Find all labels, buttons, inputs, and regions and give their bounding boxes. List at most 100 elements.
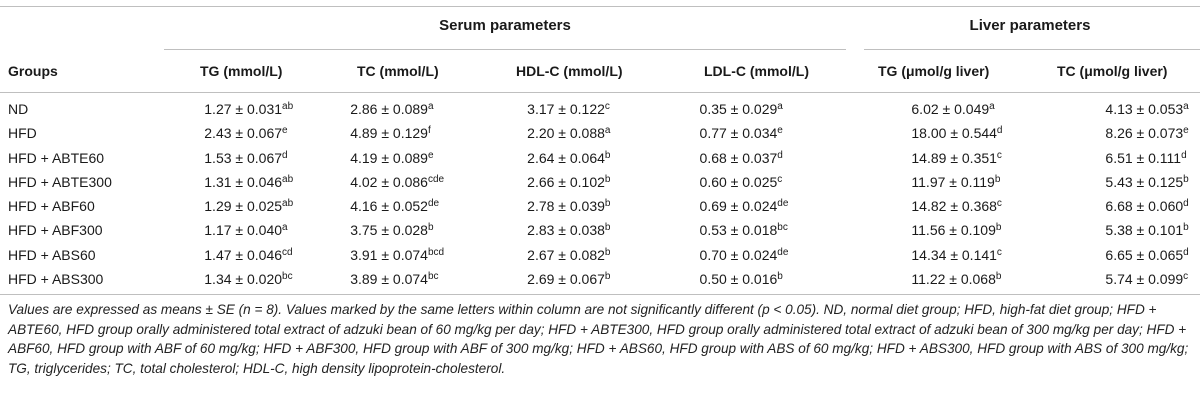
value-cell: 0.68 ± 0.037d	[652, 146, 844, 170]
significance-letters: e	[777, 125, 783, 137]
bottom-rule	[0, 294, 1200, 295]
value-cell: 4.89 ± 0.129f	[294, 121, 471, 145]
mean-se-value: 0.70 ± 0.024	[699, 246, 778, 263]
value-cell: 0.53 ± 0.018bc	[652, 218, 844, 242]
significance-letters: b	[777, 270, 783, 282]
value-cell: 14.82 ± 0.368c	[843, 194, 1027, 218]
value-cell: 2.66 ± 0.102b	[471, 170, 651, 194]
table-row: HFD + ABS60 1.47 ± 0.046cd 3.91 ± 0.074bcd…	[0, 243, 1200, 267]
significance-letters: d	[1181, 149, 1187, 161]
col-liver-tg: TG (μmol/g liver)	[878, 63, 990, 79]
table-row: HFD + ABTE300 1.31 ± 0.046ab 4.02 ± 0.086c…	[0, 170, 1200, 194]
significance-letters: a	[427, 101, 434, 113]
serum-parameters-header: Serum parameters	[439, 17, 571, 34]
mean-se-value: 2.43 ± 0.067	[204, 125, 283, 142]
significance-letters: bc	[777, 222, 788, 234]
mean-se-value: 6.65 ± 0.065	[1105, 246, 1184, 263]
mean-se-value: 0.69 ± 0.024	[699, 198, 778, 215]
value-cell: 8.26 ± 0.073e	[1027, 121, 1200, 145]
value-cell: 1.53 ± 0.067d	[156, 146, 294, 170]
mean-se-value: 0.50 ± 0.016	[699, 270, 778, 287]
significance-letters: ab	[282, 101, 294, 113]
mean-se-value: 11.97 ± 0.119	[911, 173, 995, 190]
mean-se-value: 14.82 ± 0.368	[911, 198, 997, 215]
value-cell: 4.16 ± 0.052de	[294, 194, 471, 218]
value-cell: 5.74 ± 0.099c	[1027, 267, 1200, 291]
table-row: HFD + ABTE60 1.53 ± 0.067d 4.19 ± 0.089e 2.…	[0, 146, 1200, 170]
significance-letters: d	[777, 149, 783, 161]
significance-letters: cd	[282, 246, 293, 258]
value-cell: 4.19 ± 0.089e	[294, 146, 471, 170]
value-cell: 6.02 ± 0.049a	[843, 97, 1027, 121]
significance-letters: d	[996, 125, 1003, 137]
significance-letters: a	[282, 222, 288, 234]
mean-se-value: 2.66 ± 0.102	[527, 173, 605, 190]
value-cell: 11.56 ± 0.109b	[843, 218, 1027, 242]
significance-letters: d	[1183, 198, 1189, 210]
significance-letters: ab	[282, 198, 294, 210]
table-row: HFD 2.43 ± 0.067e 4.89 ± 0.129f 2.20 ± 0.08…	[0, 121, 1200, 145]
significance-letters: e	[427, 149, 434, 161]
significance-letters: f	[427, 125, 431, 137]
mean-se-value: 2.83 ± 0.038	[527, 222, 605, 239]
mean-se-value: 5.38 ± 0.101	[1105, 222, 1184, 239]
value-cell: 1.47 ± 0.046cd	[156, 243, 294, 267]
table-row: HFD + ABF300 1.17 ± 0.040a 3.75 ± 0.028b 2.…	[0, 218, 1200, 242]
value-cell: 14.89 ± 0.351c	[843, 146, 1027, 170]
significance-letters: b	[995, 270, 1002, 282]
value-cell: 14.34 ± 0.141c	[843, 243, 1027, 267]
mean-se-value: 3.17 ± 0.122	[527, 101, 605, 118]
value-cell: 2.69 ± 0.067b	[471, 267, 651, 291]
value-cell: 1.27 ± 0.031ab	[156, 97, 294, 121]
group-name-cell: HFD	[8, 125, 37, 142]
mean-se-value: 1.27 ± 0.031	[204, 101, 283, 118]
significance-letters: de	[777, 198, 789, 210]
value-cell: 0.60 ± 0.025c	[652, 170, 844, 194]
value-cell: 1.34 ± 0.020bc	[156, 267, 294, 291]
mean-se-value: 1.34 ± 0.020	[204, 270, 283, 287]
significance-letters: c	[777, 173, 783, 185]
table-footnote: Values are expressed as means ± SE (n = …	[8, 302, 1189, 376]
table-row: HFD + ABS300 1.34 ± 0.020bc 3.89 ± 0.074bc…	[0, 267, 1200, 291]
value-cell: 0.70 ± 0.024de	[652, 243, 844, 267]
value-cell: 2.86 ± 0.089a	[294, 97, 471, 121]
significance-letters: a	[777, 101, 783, 113]
value-cell: 3.75 ± 0.028b	[294, 218, 471, 242]
col-serum-tc: TC (mmol/L)	[357, 63, 439, 79]
value-cell: 2.83 ± 0.038b	[471, 218, 651, 242]
significance-letters: b	[604, 198, 611, 210]
value-cell: 0.50 ± 0.016b	[652, 267, 844, 291]
value-cell: 11.97 ± 0.119b	[843, 170, 1027, 194]
mean-se-value: 1.29 ± 0.025	[204, 198, 283, 215]
value-cell: 3.17 ± 0.122c	[471, 97, 651, 121]
mean-se-value: 4.89 ± 0.129	[350, 125, 428, 142]
value-cell: 11.22 ± 0.068b	[843, 267, 1027, 291]
significance-letters: a	[1183, 101, 1189, 113]
mean-se-value: 4.13 ± 0.053	[1105, 101, 1184, 118]
mean-se-value: 1.47 ± 0.046	[204, 246, 283, 263]
value-cell: 0.69 ± 0.024de	[652, 194, 844, 218]
significance-letters: b	[427, 222, 434, 234]
mean-se-value: 2.69 ± 0.067	[527, 270, 605, 287]
mean-se-value: 18.00 ± 0.544	[911, 125, 997, 142]
significance-letters: b	[604, 270, 611, 282]
value-cell: 5.43 ± 0.125b	[1027, 170, 1200, 194]
significance-letters: a	[989, 101, 995, 113]
value-cell: 4.02 ± 0.086cde	[294, 170, 471, 194]
liver-subrule	[864, 49, 1200, 50]
col-serum-tg: TG (mmol/L)	[200, 63, 283, 79]
data-table: ND 1.27 ± 0.031ab 2.86 ± 0.089a 3.17 ± 0.12…	[0, 97, 1200, 291]
group-name-cell: HFD + ABS300	[8, 270, 104, 287]
mean-se-value: 5.43 ± 0.125	[1105, 173, 1184, 190]
mean-se-value: 6.02 ± 0.049	[911, 101, 990, 118]
significance-letters: bcd	[427, 246, 445, 258]
significance-letters: c	[996, 198, 1002, 210]
mean-se-value: 3.91 ± 0.074	[350, 246, 428, 263]
top-rule	[0, 6, 1200, 7]
mean-se-value: 4.02 ± 0.086	[350, 173, 428, 190]
significance-letters: bc	[282, 270, 293, 282]
significance-letters: c	[996, 149, 1002, 161]
significance-letters: bc	[427, 270, 439, 282]
value-cell: 6.68 ± 0.060d	[1027, 194, 1200, 218]
